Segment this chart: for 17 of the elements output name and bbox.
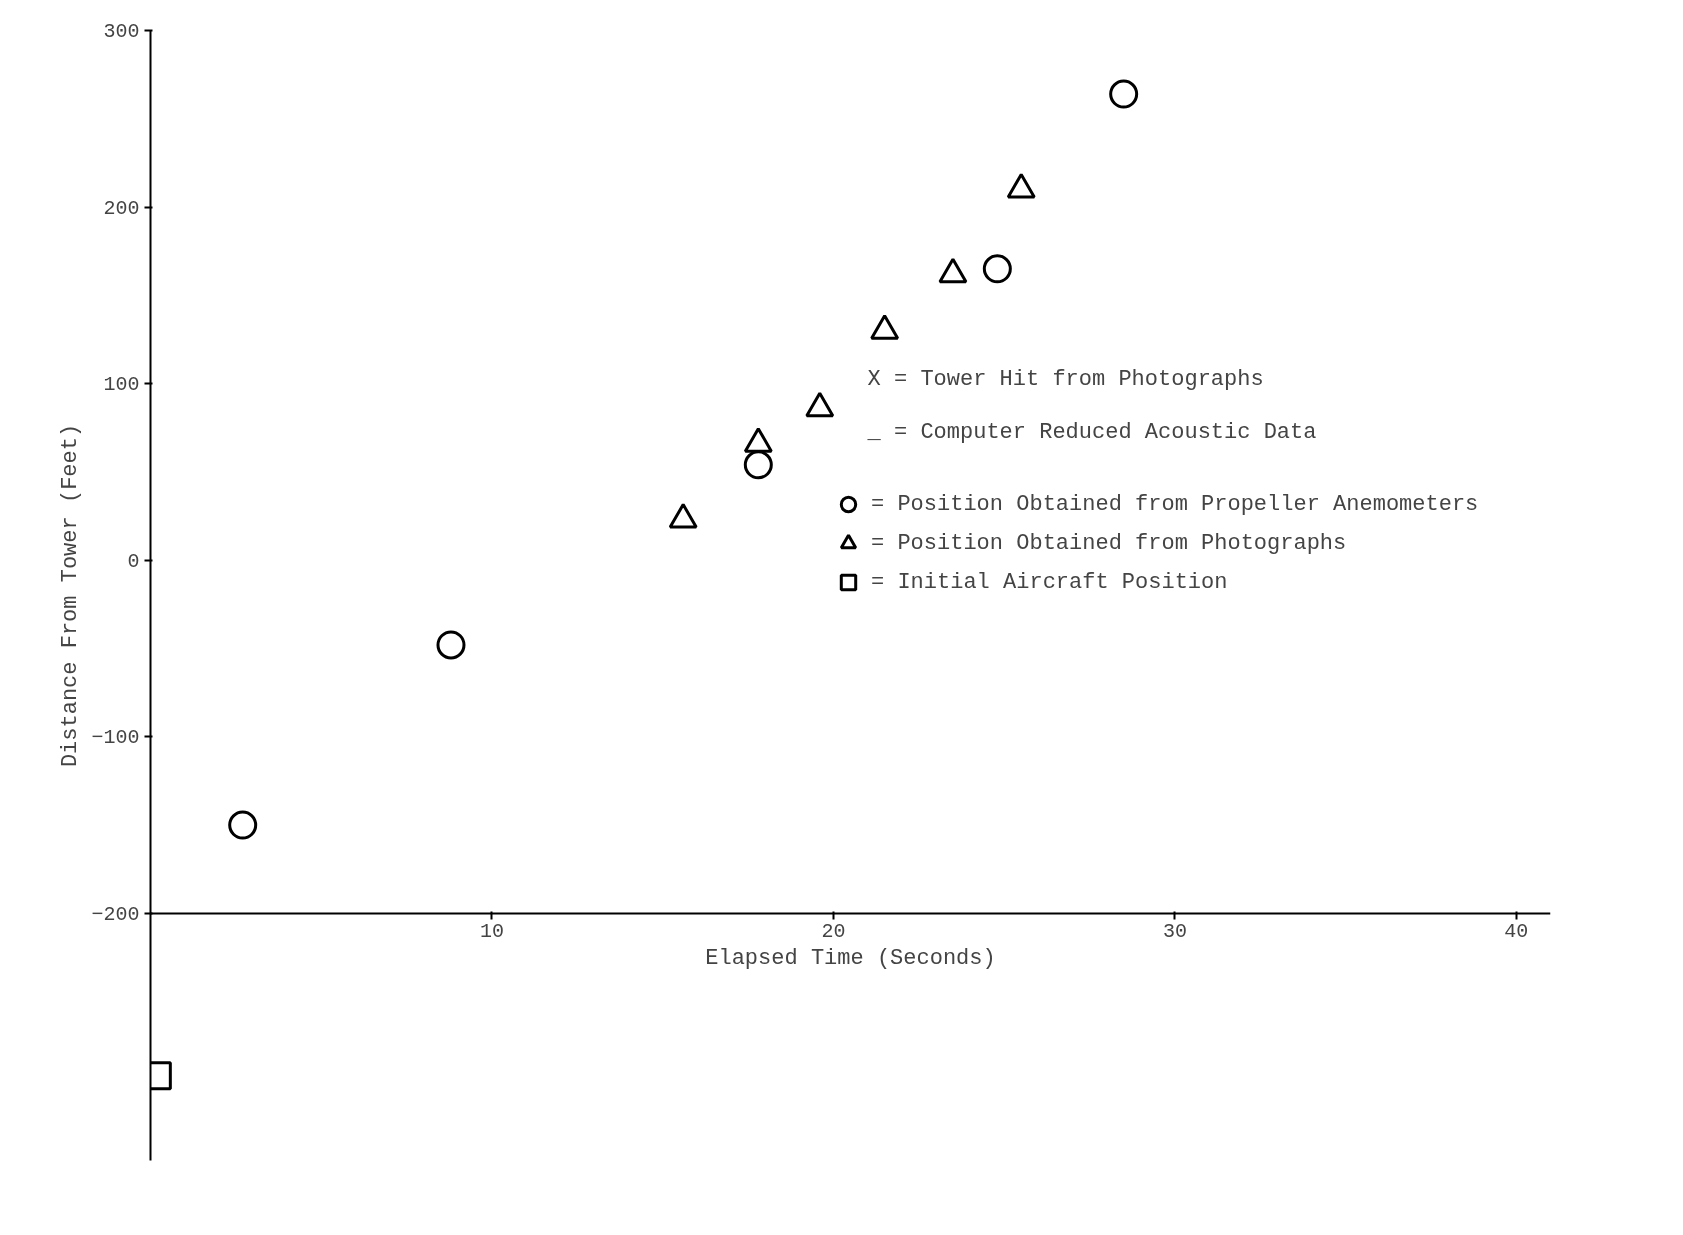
y-tick-label: 300 xyxy=(103,20,140,43)
y-tick-label: 200 xyxy=(103,196,140,220)
y-tick-label: −100 xyxy=(91,726,140,750)
x-tick-label: 20 xyxy=(821,920,846,944)
x-tick-label: 30 xyxy=(1162,920,1187,944)
y-tick-label: 0 xyxy=(127,549,140,573)
x-tick-label: 40 xyxy=(1504,920,1529,944)
annotation: X = Tower Hit from Photographs xyxy=(867,367,1264,393)
y-tick-label: 100 xyxy=(103,373,140,397)
annotation: _ = Computer Reduced Acoustic Data xyxy=(866,420,1317,446)
x-axis-title: Elapsed Time (Seconds) xyxy=(705,945,996,971)
y-axis-title: Distance From Tower (Feet) xyxy=(58,423,84,768)
legend-label: = Position Obtained from Photographs xyxy=(871,530,1347,556)
y-tick-label: −200 xyxy=(91,902,140,926)
legend-label: = Initial Aircraft Position xyxy=(871,569,1228,595)
x-tick-label: 10 xyxy=(479,920,504,944)
legend-label: = Position Obtained from Propeller Anemometers xyxy=(871,491,1479,517)
